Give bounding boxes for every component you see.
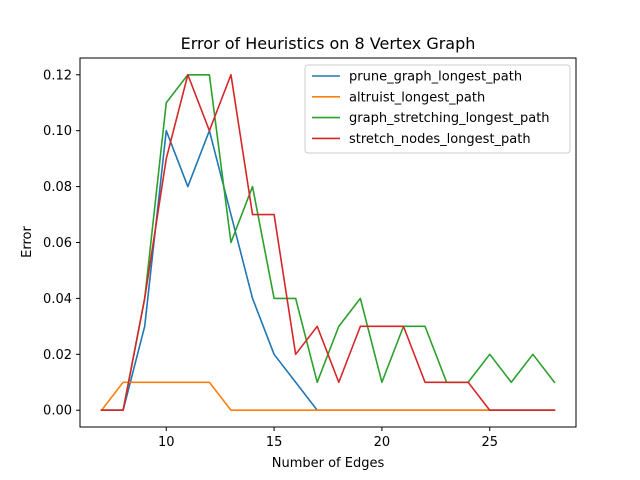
legend-frame: [304, 64, 571, 154]
plot-area-frame: [79, 57, 577, 428]
y-tick-label: 0.10: [43, 124, 72, 139]
legend-label-stretch_nodes_longest_path: stretch_nodes_longest_path: [349, 132, 531, 147]
series-line-altruist_longest_path: [100, 381, 556, 412]
plot-lines: [100, 73, 556, 412]
legend-label-altruist_longest_path: altruist_longest_path: [349, 90, 485, 105]
x-tick-label: 20: [374, 435, 391, 450]
chart-title: Error of Heuristics on 8 Vertex Graph: [181, 34, 476, 53]
legend: prune_graph_longest_path altruist_longest…: [304, 64, 571, 154]
y-tick-label: 0.06: [43, 236, 72, 251]
y-tick-label: 0.00: [43, 404, 72, 419]
y-tick-label: 0.02: [43, 348, 72, 363]
x-tick-label: 25: [481, 435, 498, 450]
x-axis-label: Number of Edges: [272, 456, 385, 471]
x-tick-label: 15: [266, 435, 283, 450]
y-axis-ticks: 0.00 0.02 0.04 0.06 0.08 0.10 0.12: [43, 68, 80, 419]
legend-label-graph_stretching_longest_path: graph_stretching_longest_path: [349, 111, 550, 126]
legend-label-prune_graph_longest_path: prune_graph_longest_path: [349, 70, 522, 85]
series-line-stretch_nodes_longest_path: [100, 73, 556, 412]
y-tick-label: 0.04: [43, 292, 72, 307]
y-tick-label: 0.08: [43, 180, 72, 195]
x-tick-label: 10: [158, 435, 175, 450]
y-tick-label: 0.12: [43, 68, 72, 83]
y-axis-label: Error: [20, 226, 35, 258]
x-axis-ticks: 10 15 20 25: [158, 427, 498, 450]
